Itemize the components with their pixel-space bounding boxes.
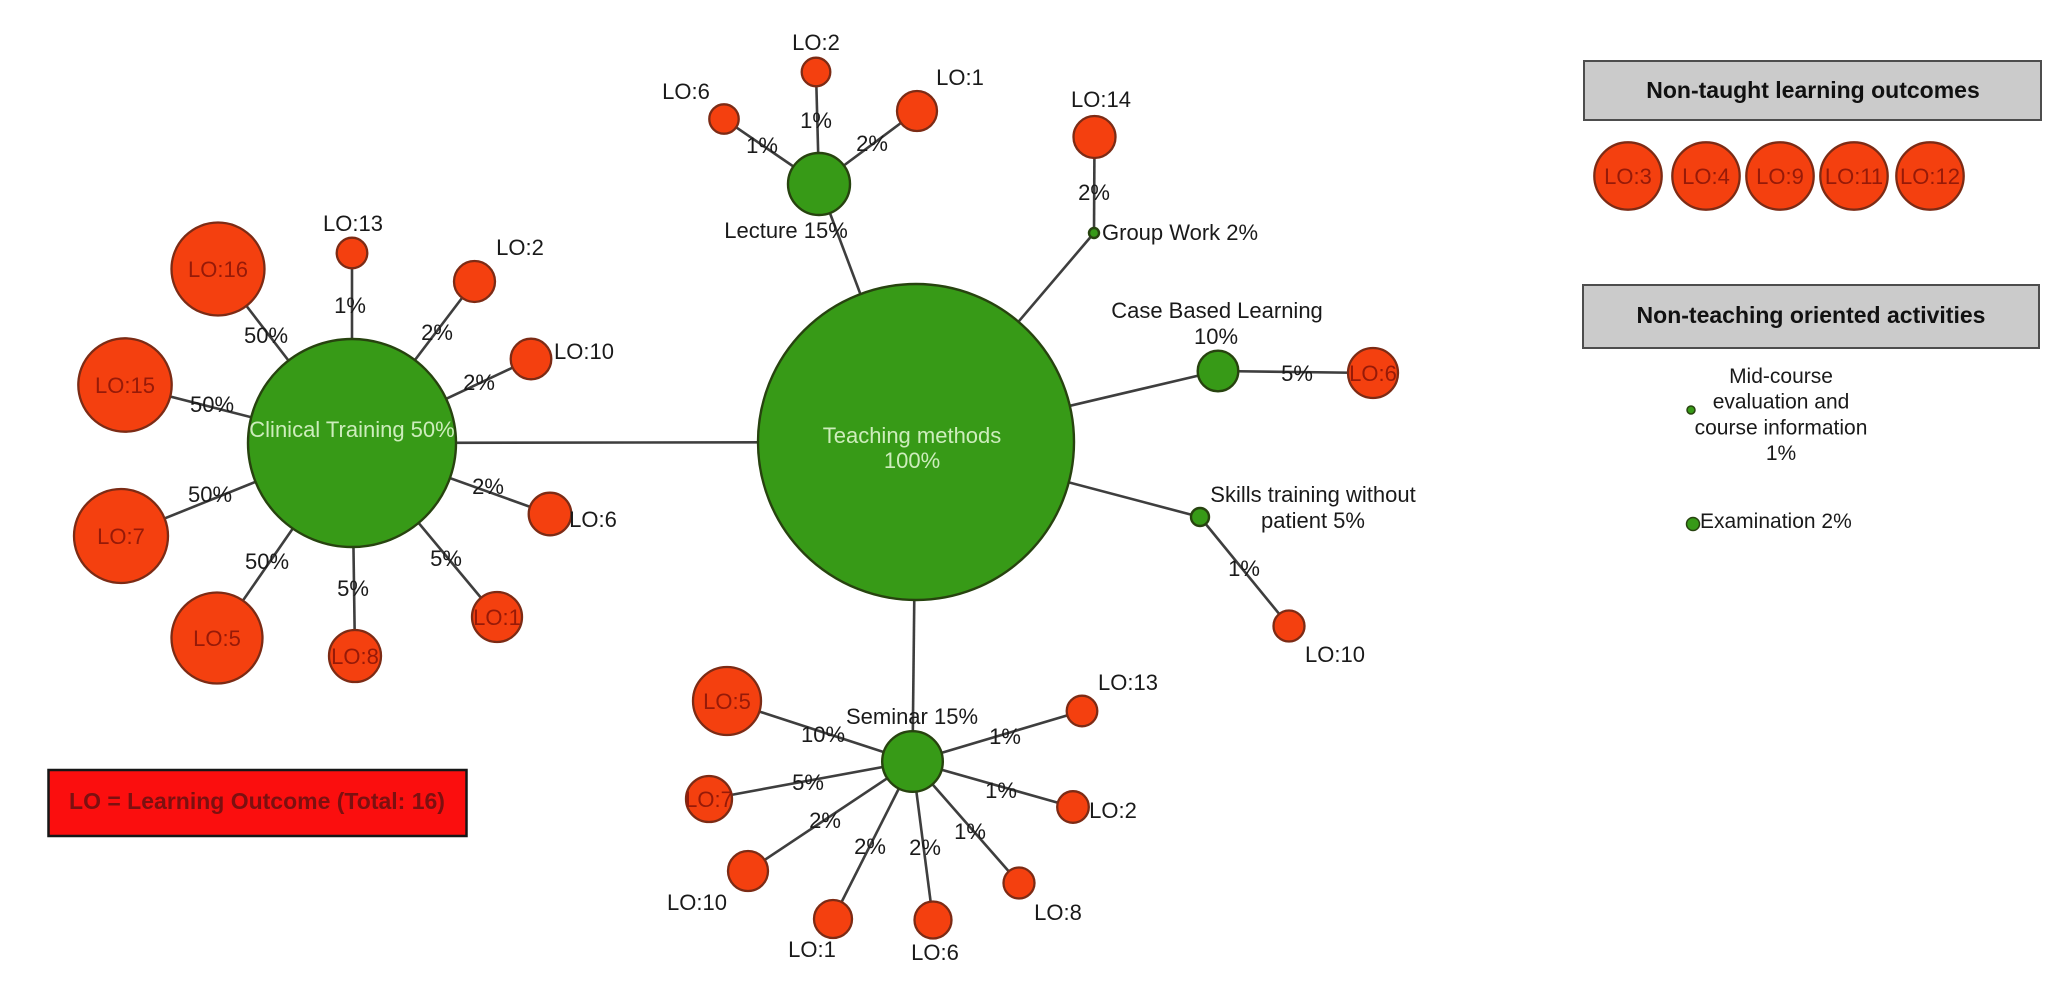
svg-text:10%: 10% xyxy=(801,722,845,747)
svg-text:Non-taught learning outcomes: Non-taught learning outcomes xyxy=(1646,77,1980,103)
svg-text:5%: 5% xyxy=(1281,361,1313,386)
svg-text:Skills training without: Skills training without xyxy=(1210,482,1415,507)
svg-text:LO:5: LO:5 xyxy=(193,626,241,651)
svg-text:LO:15: LO:15 xyxy=(95,373,155,398)
svg-text:LO:2: LO:2 xyxy=(792,30,840,55)
svg-text:LO:10: LO:10 xyxy=(554,339,614,364)
svg-text:patient 5%: patient 5% xyxy=(1261,508,1365,533)
svg-text:Teaching methods: Teaching methods xyxy=(823,423,1002,448)
svg-text:LO:2: LO:2 xyxy=(496,235,544,260)
svg-text:course information: course information xyxy=(1695,417,1868,440)
svg-text:Clinical Training 50%: Clinical Training 50% xyxy=(249,417,454,442)
svg-text:Seminar 15%: Seminar 15% xyxy=(846,704,978,729)
svg-text:1%: 1% xyxy=(954,819,986,844)
svg-text:LO:4: LO:4 xyxy=(1682,164,1730,189)
svg-text:1%: 1% xyxy=(746,133,778,158)
svg-text:LO:6: LO:6 xyxy=(911,940,959,965)
svg-text:5%: 5% xyxy=(337,576,369,601)
svg-text:LO:14: LO:14 xyxy=(1071,87,1131,112)
svg-text:LO:6: LO:6 xyxy=(662,79,710,104)
svg-text:2%: 2% xyxy=(472,474,504,499)
svg-text:LO:12: LO:12 xyxy=(1900,164,1960,189)
svg-text:1%: 1% xyxy=(1228,556,1260,581)
svg-text:Examination 2%: Examination 2% xyxy=(1700,510,1852,533)
svg-text:LO:1: LO:1 xyxy=(936,65,984,90)
svg-text:LO:6: LO:6 xyxy=(1349,361,1397,386)
svg-text:LO:2: LO:2 xyxy=(1089,798,1137,823)
svg-text:evaluation and: evaluation and xyxy=(1713,391,1850,414)
svg-text:LO:10: LO:10 xyxy=(667,890,727,915)
svg-text:LO = Learning Outcome (Total:: LO = Learning Outcome (Total: 16) xyxy=(69,788,445,814)
svg-text:50%: 50% xyxy=(245,549,289,574)
svg-text:2%: 2% xyxy=(463,370,495,395)
svg-text:2%: 2% xyxy=(856,131,888,156)
svg-text:LO:10: LO:10 xyxy=(1305,642,1365,667)
svg-text:LO:6: LO:6 xyxy=(569,507,617,532)
svg-text:2%: 2% xyxy=(809,808,841,833)
svg-text:50%: 50% xyxy=(188,482,232,507)
svg-text:1%: 1% xyxy=(1766,442,1796,465)
svg-text:LO:7: LO:7 xyxy=(685,787,733,812)
svg-text:10%: 10% xyxy=(1194,324,1238,349)
svg-text:LO:3: LO:3 xyxy=(1604,164,1652,189)
svg-text:1%: 1% xyxy=(800,108,832,133)
svg-text:Non-teaching oriented activiti: Non-teaching oriented activities xyxy=(1637,302,1986,328)
svg-text:Case Based Learning: Case Based Learning xyxy=(1111,298,1323,323)
svg-text:LO:7: LO:7 xyxy=(97,524,145,549)
svg-text:LO:11: LO:11 xyxy=(1825,164,1883,189)
svg-text:5%: 5% xyxy=(792,770,824,795)
svg-text:LO:8: LO:8 xyxy=(331,644,379,669)
svg-text:100%: 100% xyxy=(884,448,940,473)
svg-text:1%: 1% xyxy=(334,293,366,318)
svg-text:LO:13: LO:13 xyxy=(323,211,383,236)
svg-text:2%: 2% xyxy=(421,320,453,345)
svg-text:LO:16: LO:16 xyxy=(188,257,248,282)
svg-text:1%: 1% xyxy=(989,724,1021,749)
svg-text:Group Work 2%: Group Work 2% xyxy=(1102,220,1258,245)
svg-text:LO:5: LO:5 xyxy=(703,689,751,714)
svg-text:LO:1: LO:1 xyxy=(788,937,836,962)
svg-text:50%: 50% xyxy=(190,392,234,417)
svg-text:LO:9: LO:9 xyxy=(1756,164,1804,189)
svg-text:50%: 50% xyxy=(244,323,288,348)
svg-text:LO:8: LO:8 xyxy=(1034,900,1082,925)
svg-text:Lecture 15%: Lecture 15% xyxy=(724,218,848,243)
svg-text:2%: 2% xyxy=(854,834,886,859)
svg-text:LO:13: LO:13 xyxy=(1098,670,1158,695)
svg-text:Mid-course: Mid-course xyxy=(1729,365,1833,388)
svg-text:LO:1: LO:1 xyxy=(473,605,521,630)
svg-text:2%: 2% xyxy=(1078,180,1110,205)
svg-text:5%: 5% xyxy=(430,546,462,571)
svg-text:1%: 1% xyxy=(985,778,1017,803)
svg-text:2%: 2% xyxy=(909,835,941,860)
